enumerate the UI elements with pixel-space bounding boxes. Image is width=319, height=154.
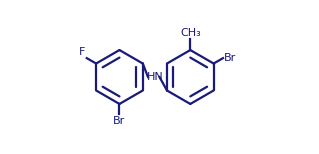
Text: Br: Br xyxy=(224,53,236,63)
Text: F: F xyxy=(79,47,85,57)
Text: CH₃: CH₃ xyxy=(180,28,201,38)
Text: Br: Br xyxy=(113,116,126,126)
Text: HN: HN xyxy=(146,72,163,82)
